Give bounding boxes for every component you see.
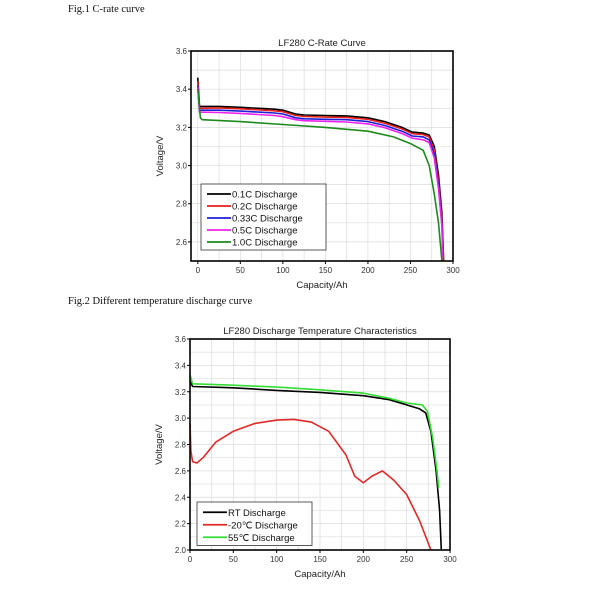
legend-label-2: 0.33C Discharge	[232, 214, 303, 225]
y-tick-label: 3.2	[176, 123, 188, 132]
x-tick-label: 150	[319, 266, 333, 275]
series-line-2	[197, 85, 444, 262]
y-tick-label: 2.2	[175, 520, 187, 529]
legend-label-0: 0.1C Discharge	[232, 190, 297, 201]
x-tick-label: 0	[196, 266, 201, 275]
legend-label-3: 0.5C Discharge	[232, 226, 297, 237]
y-axis-label: Voltage/V	[155, 135, 166, 176]
x-axis-label: Capacity/Ah	[296, 280, 347, 291]
figure-2-caption: Fig.2 Different temperature discharge cu…	[68, 296, 253, 307]
y-tick-label: 2.6	[176, 238, 188, 247]
legend-box	[200, 183, 327, 251]
series-line-3	[197, 87, 444, 262]
legend-label-4: 1.0C Discharge	[232, 238, 297, 249]
y-tick-label: 3.0	[176, 162, 188, 171]
y-tick-label: 3.4	[175, 361, 187, 370]
series-line-1	[197, 81, 445, 262]
y-tick-label: 3.4	[176, 85, 188, 94]
x-tick-label: 150	[313, 555, 327, 564]
x-tick-label: 200	[357, 555, 371, 564]
x-tick-label: 200	[361, 266, 375, 275]
y-tick-label: 3.0	[175, 414, 187, 423]
y-tick-label: 2.4	[175, 493, 187, 502]
y-tick-label: 2.8	[175, 441, 187, 450]
y-tick-label: 2.0	[175, 546, 187, 555]
x-tick-label: 300	[443, 555, 457, 564]
y-axis-label: Voltage/V	[154, 424, 165, 465]
chart-title: LF280 Discharge Temperature Characterist…	[223, 326, 417, 337]
x-tick-label: 250	[404, 266, 418, 275]
legend-label-2: 55℃ Discharge	[228, 533, 295, 544]
figure-1-caption: Fig.1 C-rate curve	[68, 4, 145, 15]
x-tick-label: 100	[276, 266, 290, 275]
chart-title: LF280 C-Rate Curve	[278, 38, 366, 49]
y-tick-label: 2.6	[175, 467, 187, 476]
series-line-1	[189, 418, 432, 551]
x-tick-label: 50	[229, 555, 238, 564]
legend-label-0: RT Discharge	[228, 508, 286, 519]
x-tick-label: 250	[400, 555, 414, 564]
legend-label-1: -20℃ Discharge	[228, 520, 298, 531]
y-tick-label: 3.2	[175, 388, 187, 397]
legend-label-1: 0.2C Discharge	[232, 202, 297, 213]
y-tick-label: 3.6	[175, 335, 187, 344]
y-tick-label: 3.6	[176, 47, 188, 56]
x-tick-label: 300	[446, 266, 460, 275]
x-tick-label: 50	[236, 266, 245, 275]
series-line-0	[189, 380, 443, 551]
y-tick-label: 2.8	[176, 200, 188, 209]
series-line-0	[197, 77, 445, 262]
x-tick-label: 0	[188, 555, 193, 564]
x-tick-label: 100	[270, 555, 284, 564]
legend-box	[196, 501, 313, 546]
series-line-2	[189, 374, 440, 489]
plot-frame	[190, 50, 454, 262]
series-line-4	[197, 89, 443, 262]
x-axis-label: Capacity/Ah	[294, 569, 345, 580]
